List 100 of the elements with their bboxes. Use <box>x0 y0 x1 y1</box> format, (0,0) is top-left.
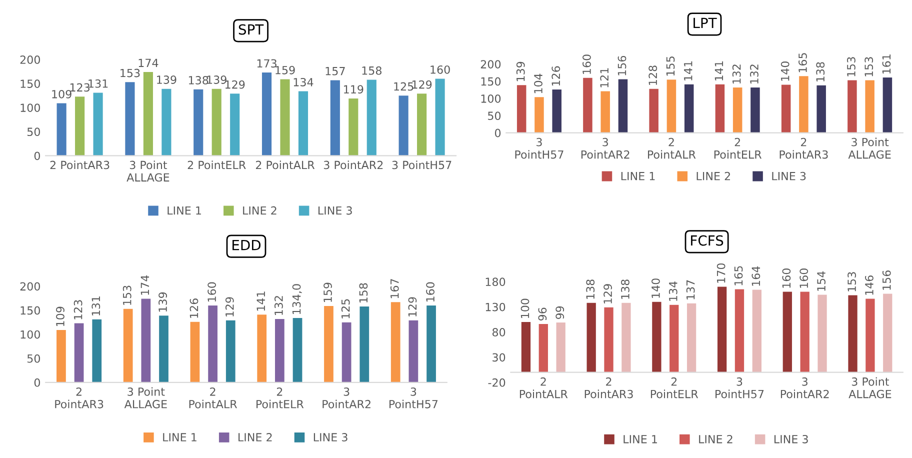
bar <box>883 294 892 372</box>
data-label: 160 <box>426 282 434 302</box>
y-tick-label: 0 <box>494 128 501 138</box>
data-label: 104 <box>534 74 542 94</box>
bar <box>552 90 562 133</box>
bar <box>666 80 676 133</box>
x-tick-label: 2 PointALR <box>648 138 696 159</box>
bar <box>604 307 614 372</box>
data-label: 129 <box>604 284 612 304</box>
data-label: 123 <box>74 300 82 320</box>
data-label: 109 <box>56 306 64 326</box>
bar <box>92 319 102 382</box>
x-tick-label: 2 PointELR <box>714 138 762 159</box>
bar <box>74 323 84 382</box>
bar <box>715 84 725 133</box>
bar <box>622 302 631 372</box>
bar <box>652 302 662 372</box>
x-tick-label: 2 PointELR <box>256 387 304 408</box>
bar <box>408 320 418 382</box>
bar <box>262 72 272 156</box>
data-label: 126 <box>552 66 560 86</box>
y-tick-label: 150 <box>481 77 501 86</box>
bar <box>292 318 302 382</box>
data-label: 160 <box>430 65 450 74</box>
x-tick-label: 3 PointH57 <box>515 138 564 159</box>
bar <box>280 79 290 156</box>
bar <box>141 298 151 382</box>
bar <box>686 303 696 372</box>
data-label: 160 <box>800 268 808 288</box>
x-tick-label: 3 PointAR2 <box>322 387 370 408</box>
bar <box>750 87 760 133</box>
bar <box>125 82 135 156</box>
y-tick-label: 50 <box>27 354 40 363</box>
data-label: 164 <box>752 266 760 286</box>
bar <box>162 88 172 156</box>
y-tick-label: 50 <box>27 128 40 136</box>
data-label: 96 <box>538 308 547 321</box>
bar <box>752 290 762 372</box>
bar <box>417 94 427 156</box>
data-label: 134 <box>668 281 678 301</box>
data-label: 156 <box>618 56 626 76</box>
chart-title: LPT <box>694 18 717 28</box>
x-tick-label: 2 PointALR <box>520 377 568 398</box>
bar <box>516 85 526 133</box>
bar <box>398 96 408 156</box>
data-label: 138 <box>188 76 208 84</box>
data-label: 131 <box>92 296 100 316</box>
x-tick-label: 2 PointALR <box>189 387 238 408</box>
bar <box>521 322 531 372</box>
y-tick-label: -20 <box>488 378 506 387</box>
data-label: 173 <box>257 59 276 68</box>
y-tick-label: 0 <box>34 378 40 387</box>
bar <box>366 80 376 156</box>
legend-label: LINE 2 <box>243 206 276 215</box>
bar <box>342 322 352 382</box>
data-label: 138 <box>816 62 825 82</box>
bar <box>143 72 153 156</box>
chart-title: FCFS <box>691 235 724 246</box>
data-label: 132 <box>732 64 741 84</box>
bar <box>360 306 370 382</box>
data-label: 138 <box>621 280 630 299</box>
bar <box>865 80 874 133</box>
bar <box>348 98 358 156</box>
x-tick-label: 3 Point ALLAGE <box>124 387 167 408</box>
x-tick-label: 3 Point ALLAGE <box>126 160 170 182</box>
data-label: 119 <box>344 85 364 94</box>
data-label: 139 <box>516 62 525 82</box>
x-tick-label: 2 PointELR <box>188 160 246 170</box>
x-tick-label: 3 PointAR2 <box>780 377 829 398</box>
bar <box>56 103 66 156</box>
y-tick-label: 200 <box>480 60 501 68</box>
data-label: 174 <box>138 58 158 67</box>
data-label: 155 <box>666 56 675 76</box>
data-label: 131 <box>88 79 108 88</box>
bar <box>782 292 792 372</box>
chart-title: SPT <box>238 24 264 35</box>
bar <box>556 322 566 372</box>
legend-label: LINE 3 <box>318 206 352 215</box>
bar <box>583 78 592 133</box>
data-label: 153 <box>848 272 856 292</box>
bar <box>717 286 727 372</box>
y-tick-label: 30 <box>492 353 506 362</box>
bar <box>848 295 858 372</box>
x-tick-label: 2 PointALR <box>256 160 315 170</box>
data-label: 126 <box>190 298 198 318</box>
bar <box>275 318 284 382</box>
x-tick-label: 3 Point ALLAGE <box>848 138 891 159</box>
bar <box>123 308 133 382</box>
data-label: 129 <box>225 297 234 316</box>
y-tick-label: 150 <box>20 80 40 88</box>
data-label: 159 <box>324 282 332 302</box>
data-label: 141 <box>256 292 265 311</box>
x-tick-label: 3 PointH57 <box>389 387 438 408</box>
data-label: 139 <box>207 76 226 84</box>
x-tick-label: 3 Point ALLAGE <box>848 377 892 398</box>
bar <box>734 289 744 372</box>
legend-label: LINE 1 <box>168 206 201 215</box>
y-tick-label: 150 <box>20 306 40 315</box>
data-label: 153 <box>122 286 132 305</box>
data-label: 125 <box>394 82 414 91</box>
